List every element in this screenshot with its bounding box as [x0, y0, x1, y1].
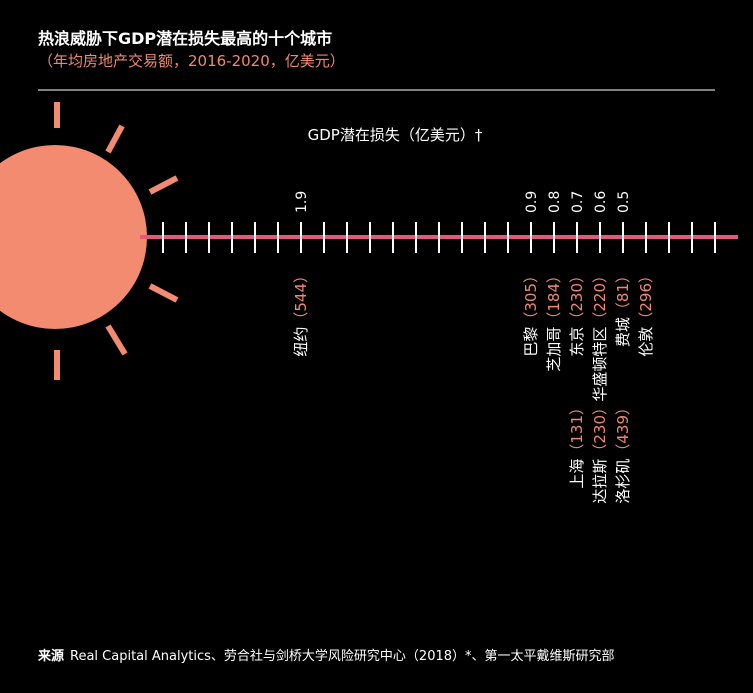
city-label: 华盛顿特区（220）: [591, 268, 609, 402]
transaction-volume: （296）: [637, 268, 655, 327]
city-name: 伦敦: [637, 327, 655, 357]
city-label: 费城（81）: [614, 268, 632, 347]
transaction-volume: （81）: [614, 268, 632, 317]
value-label: 0.7: [570, 191, 586, 213]
value-label: 0.6: [593, 191, 609, 213]
source-label: 来源: [37, 648, 64, 664]
value-label: 0.8: [547, 191, 563, 213]
source: 来源 Real Capital Analytics、劳合社与剑桥大学风险研究中心（…: [37, 648, 615, 664]
transaction-volume: （220）: [591, 268, 609, 327]
sun: [0, 145, 147, 329]
city-label: 上海（131）: [568, 400, 586, 489]
transaction-volume: （230）: [568, 268, 586, 327]
transaction-volume: （131）: [568, 400, 586, 459]
sun-rays: [54, 102, 179, 380]
transaction-volume: （184）: [545, 268, 563, 327]
transaction-volume: （230）: [591, 400, 609, 459]
value-label: 0.9: [524, 191, 540, 213]
city-name: 芝加哥: [545, 327, 563, 372]
city-label: 东京（230）: [568, 268, 586, 357]
city-name: 洛杉矶: [614, 459, 632, 504]
city-name: 上海: [568, 459, 586, 489]
city-label: 巴黎（305）: [522, 268, 540, 357]
city-name: 东京: [568, 327, 586, 357]
transaction-volume: （305）: [522, 268, 540, 327]
axis-title: GDP潜在损失（亿美元）†: [308, 126, 483, 144]
transaction-volume: （439）: [614, 400, 632, 459]
city-name: 达拉斯: [591, 459, 609, 504]
city-label: 洛杉矶（439）: [614, 400, 632, 504]
city-label: 芝加哥（184）: [545, 268, 563, 372]
chart-title: 热浪威胁下GDP潜在损失最高的十个城市: [38, 29, 332, 48]
city-name: 费城: [614, 317, 632, 347]
value-label: 1.9: [294, 191, 310, 213]
source-text: Real Capital Analytics、劳合社与剑桥大学风险研究中心（20…: [70, 648, 615, 664]
city-name: 华盛顿特区: [591, 327, 609, 402]
city-name: 巴黎: [522, 327, 540, 357]
city-label: 纽约（544）: [292, 268, 310, 357]
transaction-volume: （544）: [292, 268, 310, 327]
city-name: 纽约: [292, 327, 310, 357]
value-label: 0.5: [616, 191, 632, 213]
chart-subtitle: （年均房地产交易额，2016-2020，亿美元）: [38, 52, 345, 70]
city-label: 伦敦（296）: [637, 268, 655, 357]
city-label: 达拉斯（230）: [591, 400, 609, 504]
